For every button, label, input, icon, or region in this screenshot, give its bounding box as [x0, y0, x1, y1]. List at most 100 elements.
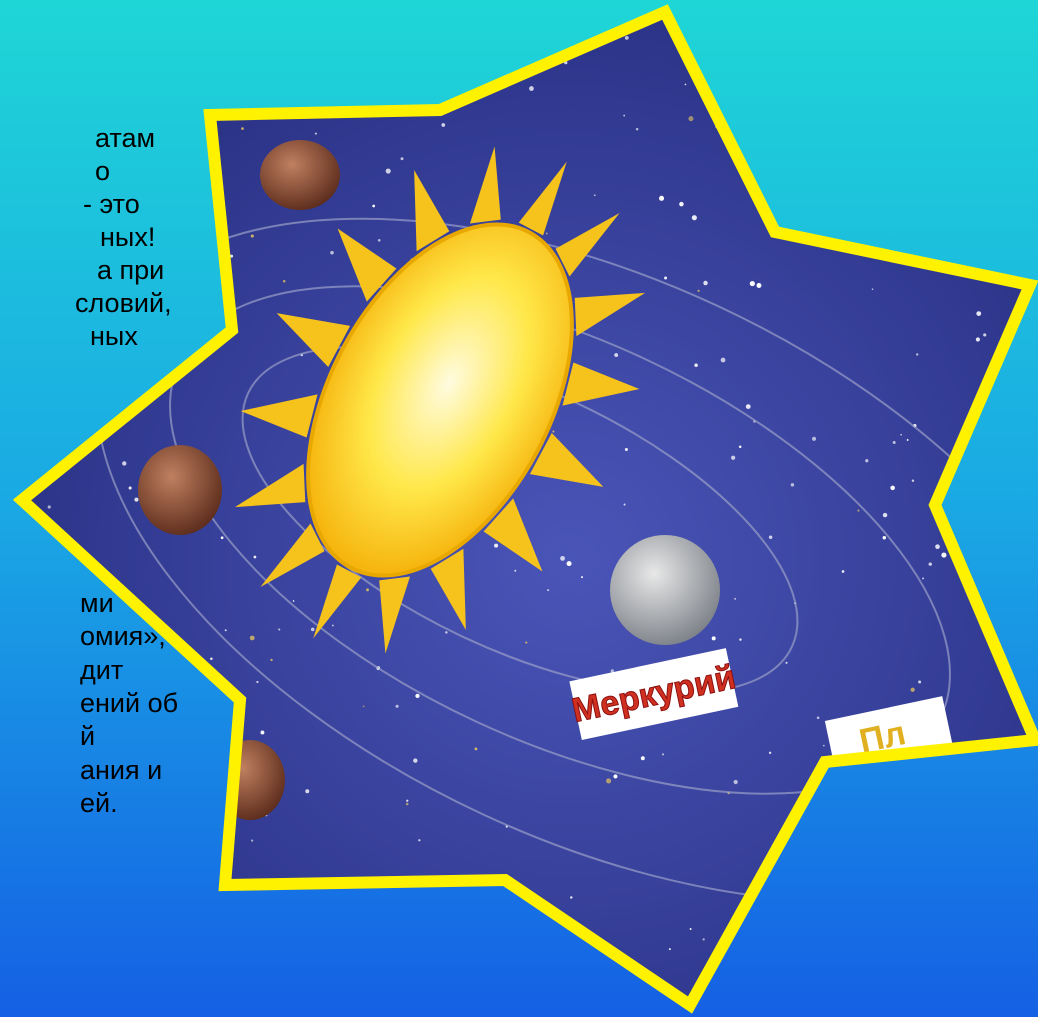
- decoration: [314, 132, 317, 135]
- decoration: [366, 588, 369, 592]
- decoration: [694, 363, 698, 368]
- decoration: [276, 313, 351, 367]
- decoration: [560, 555, 565, 561]
- decoration: [331, 624, 334, 627]
- text-line: ных: [90, 321, 138, 351]
- decoration: [413, 758, 418, 763]
- decoration: [445, 631, 448, 634]
- decoration: [816, 716, 820, 720]
- decoration: [733, 779, 738, 785]
- decoration: [941, 552, 947, 558]
- decoration: [474, 747, 478, 751]
- text-line: й: [80, 721, 95, 751]
- decoration: [624, 35, 629, 40]
- decoration: [494, 543, 499, 548]
- decoration: [330, 250, 334, 255]
- decoration: [518, 161, 567, 236]
- decoration: [857, 509, 860, 512]
- decoration: [525, 641, 528, 644]
- decoration: [234, 463, 306, 508]
- decoration: [739, 638, 742, 641]
- decoration: [915, 353, 919, 356]
- decoration: [282, 279, 286, 283]
- decoration: [305, 789, 310, 794]
- decoration: [566, 561, 572, 567]
- decoration: [547, 589, 550, 592]
- decoration: [260, 730, 265, 735]
- decoration: [593, 194, 596, 197]
- decoration: [689, 928, 692, 931]
- decoration: [756, 283, 762, 289]
- text-line: ей.: [80, 788, 118, 818]
- decoration: [922, 577, 925, 580]
- text-line: ений об: [80, 688, 178, 718]
- decoration: [623, 114, 626, 117]
- decoration: [768, 535, 773, 540]
- decoration: [385, 168, 391, 174]
- decoration: [372, 204, 376, 208]
- star-frame: [12, 4, 1038, 1014]
- decoration: [415, 693, 420, 699]
- decoration: [552, 430, 555, 433]
- decoration: [606, 778, 612, 784]
- decoration: [249, 635, 255, 641]
- decoration: [691, 215, 697, 221]
- decoration: [697, 289, 700, 292]
- decoration: [270, 658, 273, 662]
- decoration: [910, 687, 915, 692]
- decoration: [220, 536, 224, 540]
- text-line: - это: [83, 189, 140, 219]
- decoration: [928, 562, 932, 566]
- decoration: [555, 213, 620, 277]
- decoration: [514, 569, 517, 572]
- decoration: [610, 669, 614, 673]
- text-line: ных!: [100, 222, 155, 252]
- decoration: [745, 404, 751, 409]
- decoration: [400, 157, 404, 161]
- text-line: словий,: [75, 288, 172, 318]
- decoration: [734, 597, 737, 600]
- decoration: [614, 353, 619, 357]
- decoration: [210, 657, 213, 661]
- planet: [138, 445, 222, 535]
- decoration: [935, 544, 940, 549]
- decoration: [892, 441, 896, 445]
- decoration: [702, 938, 705, 941]
- decoration: [623, 503, 626, 506]
- sun: [234, 146, 646, 654]
- decoration: [983, 333, 987, 337]
- decoration: [841, 570, 845, 573]
- decoration: [483, 498, 543, 572]
- decoration: [749, 281, 755, 287]
- decoration: [574, 292, 646, 337]
- decoration: [313, 564, 362, 639]
- planet: [260, 140, 340, 210]
- mercury: [610, 535, 720, 645]
- decoration: [822, 744, 825, 747]
- decoration: [337, 228, 397, 302]
- decoration: [661, 753, 665, 756]
- decoration: [811, 436, 817, 441]
- decoration: [134, 497, 139, 502]
- decoration: [292, 600, 295, 602]
- decoration: [414, 170, 450, 252]
- decoration: [395, 704, 399, 708]
- decoration: [406, 799, 409, 802]
- decoration: [128, 486, 132, 490]
- text-line: атам: [95, 123, 155, 153]
- decoration: [684, 83, 687, 86]
- decoration: [679, 201, 684, 207]
- decoration: [362, 705, 365, 708]
- decoration: [377, 238, 381, 242]
- decoration: [664, 276, 668, 280]
- decoration: [529, 433, 604, 487]
- decoration: [911, 479, 915, 482]
- decoration: [251, 839, 254, 842]
- decoration: [882, 535, 887, 540]
- decoration: [229, 254, 234, 258]
- decoration: [310, 627, 315, 632]
- decoration: [659, 195, 665, 201]
- decoration: [253, 555, 257, 559]
